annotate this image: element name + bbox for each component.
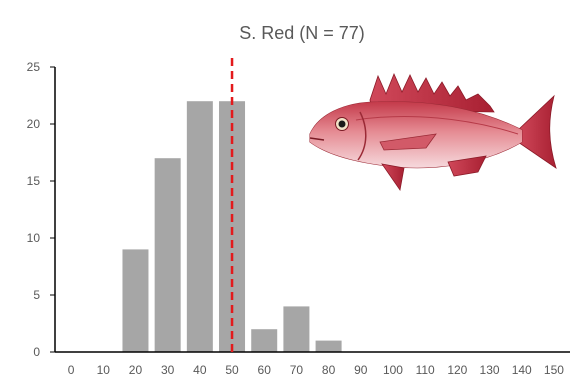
- bar-70: [283, 306, 310, 352]
- x-tick-label: 10: [97, 363, 111, 377]
- y-axis-ticks: 0 5 10 15 20 25: [27, 60, 55, 359]
- x-tick-label: 130: [480, 363, 500, 377]
- y-tick-label: 5: [33, 288, 40, 302]
- chart-title: S. Red (N = 77): [239, 23, 365, 43]
- bar-20: [122, 249, 149, 352]
- y-tick-label: 20: [27, 117, 41, 131]
- x-tick-label: 120: [447, 363, 467, 377]
- x-tick-label: 50: [225, 363, 239, 377]
- x-tick-label: 110: [416, 363, 435, 377]
- bars-group: [122, 101, 342, 352]
- red-snapper-fish-icon: [309, 72, 557, 192]
- bar-40: [186, 101, 213, 352]
- x-tick-label: 100: [383, 363, 403, 377]
- y-tick-label: 15: [27, 174, 41, 188]
- x-tick-label: 70: [290, 363, 304, 377]
- x-tick-label: 40: [193, 363, 207, 377]
- x-tick-label: 150: [544, 363, 564, 377]
- y-tick-label: 0: [33, 345, 40, 359]
- x-tick-label: 140: [512, 363, 532, 377]
- y-tick-label: 25: [27, 60, 41, 74]
- x-tick-label: 80: [322, 363, 336, 377]
- x-tick-label: 20: [129, 363, 143, 377]
- x-tick-label: 90: [354, 363, 368, 377]
- bar-30: [154, 158, 181, 352]
- x-axis-ticks: 0 10 20 30 40 50 60 70 80 90 100 110 120 130 140 150: [68, 363, 564, 377]
- x-tick-label: 30: [161, 363, 175, 377]
- bar-60: [251, 329, 278, 352]
- y-tick-label: 10: [27, 231, 41, 245]
- x-tick-label: 60: [258, 363, 272, 377]
- x-tick-label: 0: [68, 363, 75, 377]
- bar-80: [315, 340, 342, 352]
